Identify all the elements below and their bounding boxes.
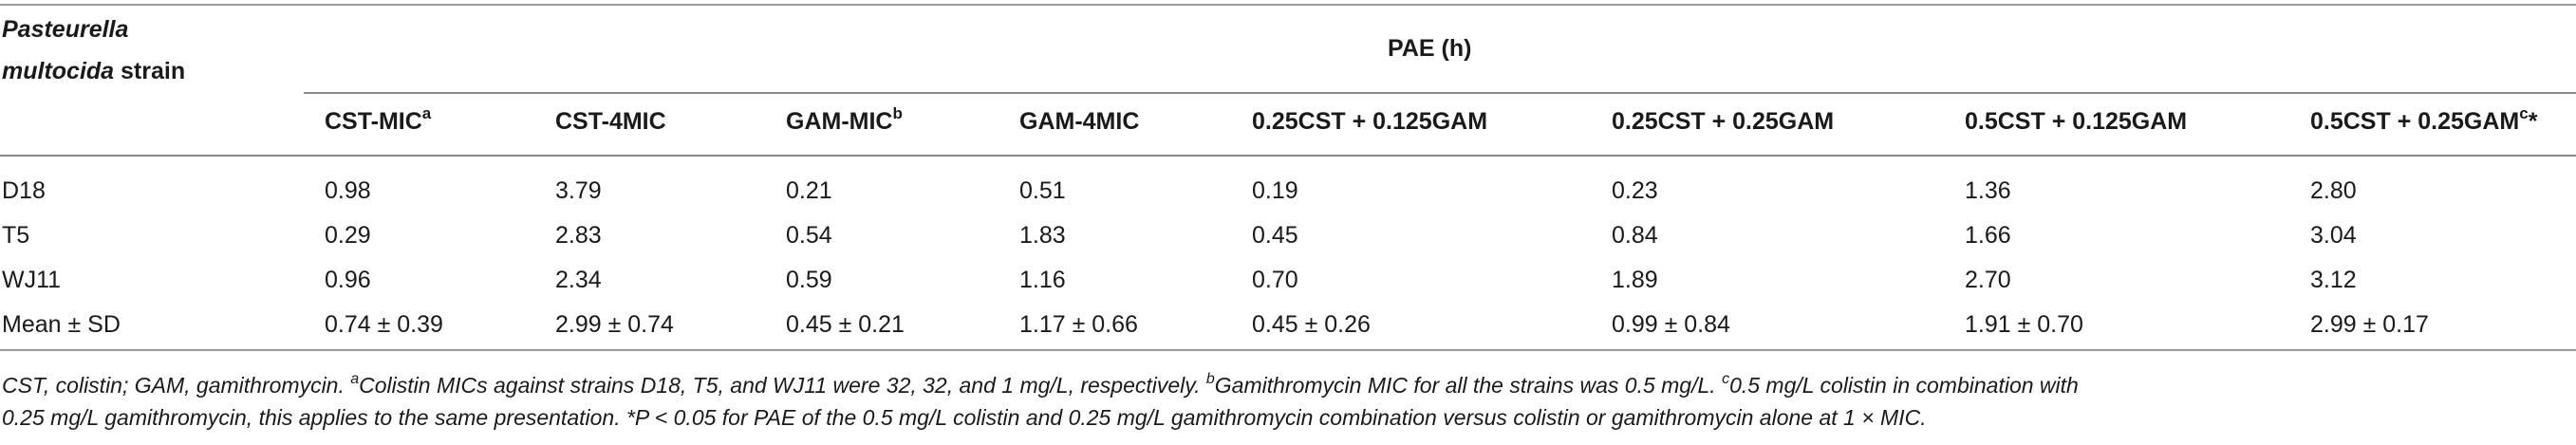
table-cell: 2.83 [555, 222, 602, 249]
col-header-05cst-025gam: 0.5CST + 0.25GAMc* [2310, 103, 2538, 135]
col-header-05cst-0125gam: 0.5CST + 0.125GAM [1965, 108, 2188, 135]
table-cell: 1.16 [1019, 267, 1066, 293]
table-cell: 0.21 [786, 177, 832, 204]
table-cell: 3.04 [2310, 222, 2357, 249]
col-header-gam-mic: GAM-MICb [786, 103, 903, 135]
table-cell: 1.66 [1965, 222, 2011, 249]
row-t5-strain: T5 [2, 222, 30, 249]
col-header-025cst-025gam: 0.25CST + 0.25GAM [1612, 108, 1835, 135]
table-cell: 1.89 [1612, 267, 1658, 293]
strain-header-line1: Pasteurella [2, 15, 128, 44]
row-mean-sd-label: Mean ± SD [2, 311, 121, 338]
table-cell: 1.36 [1965, 177, 2011, 204]
strain-header-genus: Pasteurella [2, 16, 129, 43]
table-cell: 0.70 [1252, 267, 1298, 293]
table-cell: 2.99 ± 0.74 [555, 311, 674, 338]
col-header-cst-4mic: CST-4MIC [555, 108, 666, 135]
table-cell: 0.98 [325, 177, 371, 204]
table-cell: 0.54 [786, 222, 832, 249]
table-cell: 0.99 ± 0.84 [1612, 311, 1730, 338]
table-cell: 2.99 ± 0.17 [2310, 311, 2429, 338]
table-cell: 0.84 [1612, 222, 1658, 249]
top-rule [0, 4, 2576, 6]
strain-header-species: multocida [2, 58, 115, 84]
strain-header-suffix: strain [114, 58, 186, 84]
table-cell: 0.19 [1252, 177, 1298, 204]
table-cell: 3.12 [2310, 267, 2357, 293]
table-cell: 0.51 [1019, 177, 1066, 204]
table-cell: 1.83 [1019, 222, 1066, 249]
header-rule [0, 155, 2576, 157]
table-cell: 2.80 [2310, 177, 2357, 204]
table-cell: 0.45 [1252, 222, 1298, 249]
col-header-gam-4mic: GAM-4MIC [1019, 108, 1140, 135]
table-cell: 0.29 [325, 222, 371, 249]
table-cell: 0.45 ± 0.26 [1252, 311, 1371, 338]
pae-span-rule [304, 92, 2576, 94]
table-cell: 0.59 [786, 267, 832, 293]
col-header-025cst-0125gam: 0.25CST + 0.125GAM [1252, 108, 1488, 135]
table-cell: 3.79 [555, 177, 602, 204]
table-cell: 2.70 [1965, 267, 2011, 293]
footnote-line2: 0.25 mg/L gamithromycin, this applies to… [2, 405, 1927, 430]
table-cell: 0.74 ± 0.39 [325, 311, 443, 338]
table-cell: 1.17 ± 0.66 [1019, 311, 1138, 338]
col-header-cst-mic: CST-MICa [325, 103, 432, 135]
table-cell: 1.91 ± 0.70 [1965, 311, 2083, 338]
row-d18-strain: D18 [2, 177, 46, 204]
footnote-line1: CST, colistin; GAM, gamithromycin. aColi… [2, 371, 2079, 398]
row-wj11-strain: WJ11 [2, 267, 62, 293]
table-cell: 2.34 [555, 267, 602, 293]
bottom-rule [0, 349, 2576, 351]
table-cell: 0.45 ± 0.21 [786, 311, 905, 338]
pae-header: PAE (h) [1388, 35, 1472, 62]
table-cell: 0.23 [1612, 177, 1658, 204]
table-cell: 0.96 [325, 267, 371, 293]
strain-header-line2: multocida strain [2, 57, 185, 85]
